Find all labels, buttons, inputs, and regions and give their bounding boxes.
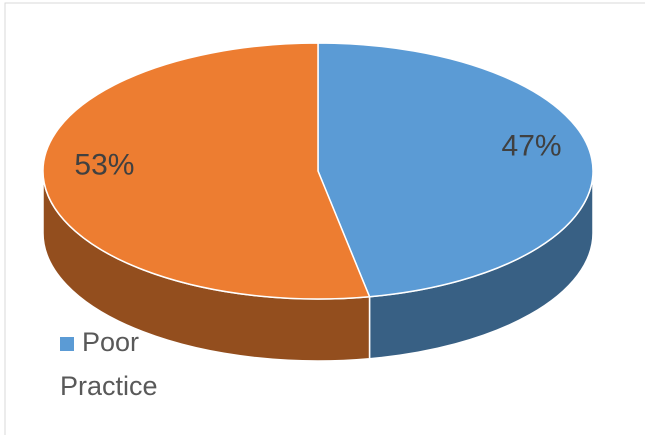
chart-frame <box>4 2 645 435</box>
data-label: 47% <box>502 130 562 163</box>
legend-swatch <box>60 336 74 351</box>
pie-slice <box>317 42 594 298</box>
legend-item: Poor Practice <box>60 320 210 408</box>
pie-slice <box>42 42 371 300</box>
data-label: 53% <box>74 148 134 181</box>
legend-label: Poor Practice <box>60 327 158 401</box>
legend: Poor Practice <box>60 320 210 408</box>
